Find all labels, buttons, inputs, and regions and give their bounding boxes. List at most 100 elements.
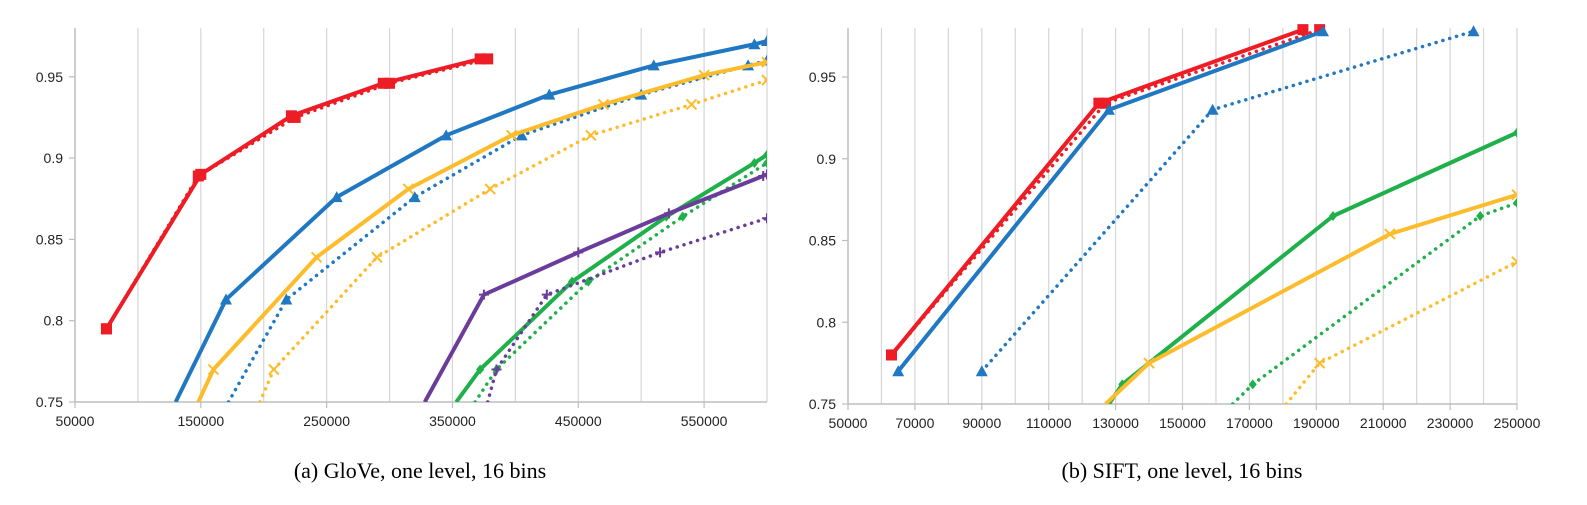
data-point-blue-dotted	[1467, 25, 1480, 37]
data-point-green-solid	[476, 364, 485, 375]
x-tick-label: 90000	[962, 415, 1001, 431]
y-tick-label: 0.75	[809, 396, 836, 412]
data-point-yellow-dotted	[268, 363, 280, 376]
data-point-purple-solid	[762, 169, 767, 180]
data-point-blue-solid	[219, 293, 232, 305]
data-point-purple-solid	[663, 208, 674, 219]
caption-glove: (a) GloVe, one level, 16 bins	[294, 458, 546, 483]
y-tick-label: 0.95	[809, 69, 836, 85]
data-point-yellow-solid	[761, 56, 767, 68]
data-point-yellow-solid	[597, 98, 610, 111]
data-point-yellow-dotted	[1511, 256, 1517, 268]
series-line-purple-dotted	[485, 216, 767, 402]
series-line-red-dotted	[889, 27, 1322, 357]
x-tick-label: 110000	[1026, 415, 1072, 431]
series-line-green-dotted	[1230, 201, 1517, 404]
y-tick-label: 0.85	[809, 233, 836, 249]
data-point-blue-dotted	[1206, 103, 1219, 115]
data-point-blue-solid	[1316, 25, 1329, 37]
data-point-blue-solid	[330, 191, 343, 203]
data-point-red-solid	[1093, 97, 1105, 109]
data-point-purple-dotted	[655, 247, 666, 258]
data-point-yellow-solid	[402, 183, 415, 195]
data-point-purple-dotted	[491, 364, 502, 375]
series-line-green-solid	[1107, 130, 1517, 404]
plot-area	[885, 24, 1517, 404]
data-point-red-solid	[474, 53, 486, 65]
data-point-green-solid	[1513, 127, 1517, 138]
y-tick-label: 0.8	[817, 314, 837, 330]
chart-sift: 0.75 0.8 0.85 0.9 0.95 50000 70000 90000 110000 1…	[809, 24, 1541, 431]
data-point-green-solid	[763, 149, 767, 160]
data-point-blue-solid	[1102, 103, 1115, 115]
data-point-yellow-dotted	[685, 98, 698, 111]
series-line-red-dotted	[104, 57, 490, 331]
data-point-purple-solid	[478, 289, 489, 300]
series-line-green-dotted	[473, 161, 767, 402]
data-point-red-dotted	[192, 170, 204, 182]
y-tick-label: 0.9	[44, 150, 64, 166]
data-point-blue-dotted	[408, 191, 421, 203]
data-point-yellow-solid	[505, 129, 518, 142]
data-point-green-solid	[750, 157, 759, 168]
data-point-yellow-solid	[698, 69, 710, 81]
data-point-blue-solid	[543, 88, 556, 100]
data-point-purple-dotted	[541, 289, 552, 300]
chart-glove: 0.75 0.8 0.85 0.9 0.95 50000 150000 250000 35000…	[36, 28, 768, 429]
data-point-green-solid	[1329, 211, 1338, 221]
data-point-green-dotted	[1476, 211, 1485, 221]
data-point-green-dotted	[1513, 197, 1517, 208]
x-tick-label: 550000	[681, 413, 728, 429]
data-point-yellow-dotted	[371, 251, 383, 263]
data-point-purple-solid	[573, 247, 584, 258]
plot-area	[100, 35, 767, 402]
data-point-green-dotted	[1248, 379, 1257, 390]
y-tick-label: 0.95	[36, 69, 63, 85]
series-line-purple-solid	[423, 172, 767, 402]
series-line-yellow-solid	[1104, 192, 1517, 404]
y-tick-label: 0.85	[36, 231, 63, 247]
x-tick-label: 350000	[429, 413, 476, 429]
x-tick-label: 210000	[1360, 415, 1407, 431]
data-point-red-dotted	[384, 77, 396, 89]
data-point-red-dotted	[1314, 24, 1326, 36]
data-point-yellow-dotted	[484, 183, 496, 195]
x-tick-label: 150000	[177, 413, 224, 429]
series-line-blue-solid	[896, 29, 1324, 373]
data-point-red-dotted	[100, 323, 112, 335]
data-point-yellow-solid	[310, 251, 323, 263]
x-tick-label: 190000	[1293, 415, 1340, 431]
data-point-red-dotted	[1100, 97, 1112, 109]
y-tick-label: 0.9	[817, 151, 837, 167]
data-point-blue-dotted	[515, 129, 528, 141]
data-point-yellow-solid	[1511, 189, 1517, 201]
data-point-yellow-solid	[207, 363, 220, 376]
series-line-yellow-solid	[196, 60, 767, 402]
data-point-blue-solid	[892, 365, 905, 377]
data-point-green-dotted	[763, 157, 767, 168]
y-tick-label: 0.75	[36, 394, 63, 410]
data-point-yellow-solid	[1384, 228, 1396, 240]
x-tick-label: 70000	[895, 415, 934, 431]
x-tick-label: 230000	[1427, 415, 1474, 431]
data-point-red-dotted	[885, 349, 897, 361]
series-line-blue-solid	[173, 39, 767, 402]
x-tick-label: 450000	[555, 413, 602, 429]
series-line-red-solid	[104, 56, 481, 330]
x-tick-label: 130000	[1092, 415, 1139, 431]
y-tick-label: 0.8	[44, 313, 64, 329]
x-tick-label: 250000	[1494, 415, 1541, 431]
data-point-blue-dotted	[975, 365, 988, 377]
data-point-blue-solid	[647, 59, 660, 71]
data-point-red-solid	[377, 77, 389, 89]
data-point-yellow-dotted	[1313, 357, 1326, 369]
x-tick-label: 250000	[303, 413, 350, 429]
x-tick-label: 50000	[829, 415, 868, 431]
data-point-blue-solid	[761, 35, 767, 47]
data-point-yellow-dotted	[585, 129, 597, 142]
data-point-blue-solid	[440, 129, 453, 141]
data-point-red-dotted	[289, 111, 301, 123]
data-point-blue-dotted	[280, 293, 293, 305]
x-tick-label: 170000	[1226, 415, 1273, 431]
